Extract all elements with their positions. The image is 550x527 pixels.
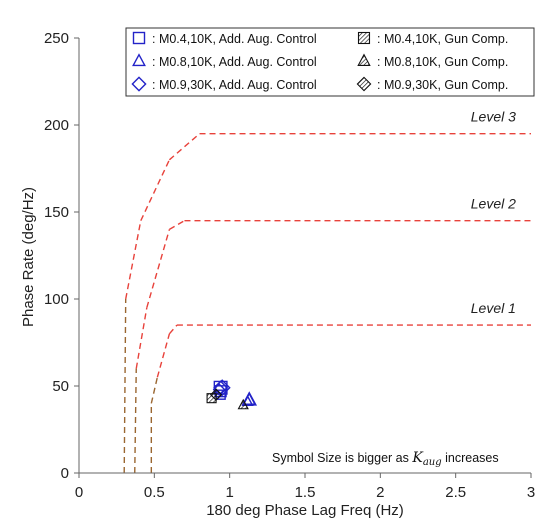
legend-box: [125, 27, 535, 97]
boundary-segment: [135, 307, 148, 369]
axes: 0 0.5 1 1.5 2 2.5 3 0 50 100 150 200 250: [44, 30, 535, 501]
boundary-segment: [134, 368, 137, 474]
x-axis-title: 180 deg Phase Lag Freq (Hz): [206, 502, 404, 519]
boundary-segment: [169, 220, 185, 231]
data-markers: [206, 379, 258, 410]
legend-symbol-square-open: [132, 31, 146, 45]
legend-entry-square-add-aug: : M0.4,10K, Add. Aug. Control: [152, 32, 317, 46]
x-tick-label: 1.5: [295, 484, 316, 501]
boundary-segment: [140, 159, 171, 221]
legend-symbols: [131, 31, 372, 92]
level-boundaries: [123, 132, 531, 474]
x-tick-label: 0.5: [144, 484, 165, 501]
legend: : M0.4,10K, Add. Aug. Control : M0.8,10K…: [125, 27, 535, 97]
data-point-triangle-hatched: [237, 398, 249, 410]
legend-symbol-triangle-open: [132, 53, 146, 67]
x-tick-label: 2.5: [445, 484, 466, 501]
legend-entry-diamond-gun-comp: : M0.9,30K, Gun Comp.: [377, 78, 508, 92]
y-tick-label: 100: [44, 291, 69, 308]
level-1-label: Level 1: [471, 300, 516, 316]
y-axis-title: Phase Rate (deg/Hz): [20, 187, 37, 327]
legend-symbol-square-hatched: [357, 31, 371, 45]
y-tick-label: 250: [44, 30, 69, 47]
boundary-segment: [146, 229, 171, 308]
y-tick-label: 50: [52, 378, 69, 395]
level-labels: Level 3 Level 2 Level 1: [471, 109, 516, 316]
legend-entry-square-gun-comp: : M0.4,10K, Gun Comp.: [377, 32, 508, 46]
level-3-label: Level 3: [471, 109, 516, 125]
legend-symbol-diamond-open: [131, 76, 147, 92]
x-tick-label: 2: [376, 484, 384, 501]
x-tick-label: 0: [75, 484, 83, 501]
annotation-subscript: aug: [423, 457, 442, 468]
legend-entry-triangle-add-aug: : M0.8,10K, Add. Aug. Control: [152, 55, 317, 69]
legend-entry-diamond-add-aug: : M0.9,30K, Add. Aug. Control: [152, 78, 317, 92]
y-tick-label: 0: [61, 465, 69, 482]
data-point-diamond-open: [213, 379, 231, 397]
boundary-segment: [156, 333, 171, 378]
x-tick-label: 1: [225, 484, 233, 501]
level-2-label: Level 2: [471, 196, 516, 212]
boundary-segment: [123, 298, 127, 474]
y-tick-label: 200: [44, 117, 69, 134]
boundary-segment: [168, 324, 178, 335]
data-point-triangle-open: [241, 391, 258, 406]
annotation-prefix: Symbol Size is bigger as: [272, 451, 412, 465]
boundary-segment: [125, 220, 142, 300]
legend-entry-triangle-gun-comp: : M0.8,10K, Gun Comp.: [377, 55, 508, 69]
boundary-segment: [168, 133, 200, 161]
legend-symbol-triangle-hatched: [357, 53, 371, 66]
data-point-diamond-hatched: [209, 388, 223, 401]
annotation-note: Symbol Size is bigger as Kaug increases: [272, 450, 499, 468]
annotation-k-symbol: K: [411, 450, 424, 466]
x-tick-label: 3: [527, 484, 535, 501]
annotation-suffix: increases: [442, 451, 499, 465]
y-tick-label: 150: [44, 204, 69, 221]
boundary-segment: [150, 377, 159, 404]
legend-symbol-diamond-hatched: [356, 76, 372, 92]
